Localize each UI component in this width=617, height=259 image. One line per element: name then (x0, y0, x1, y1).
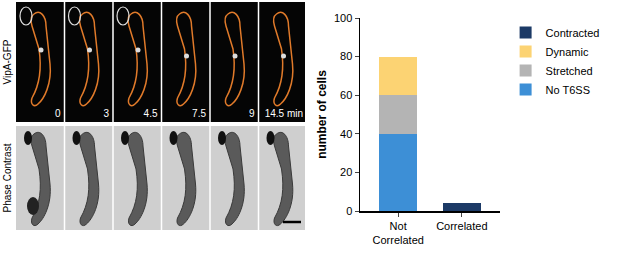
svg-text:Contracted: Contracted (546, 27, 600, 39)
svg-text:40: 40 (340, 128, 352, 140)
svg-text:100: 100 (334, 12, 352, 24)
svg-text:4.5: 4.5 (144, 108, 158, 119)
svg-text:60: 60 (340, 89, 352, 101)
svg-text:3: 3 (103, 108, 109, 119)
svg-text:NotCorrelated: NotCorrelated (373, 220, 424, 246)
svg-text:Phase Contrast: Phase Contrast (2, 143, 13, 212)
svg-text:20: 20 (340, 166, 352, 178)
svg-text:7.5: 7.5 (192, 108, 206, 119)
svg-text:number of cells: number of cells (315, 70, 329, 159)
svg-text:Stretched: Stretched (546, 65, 593, 77)
svg-text:Dynamic: Dynamic (546, 46, 589, 58)
svg-text:14.5 min: 14.5 min (265, 108, 303, 119)
svg-text:9: 9 (249, 108, 255, 119)
svg-text:Correlated: Correlated (436, 220, 487, 232)
svg-text:VipA-GFP: VipA-GFP (2, 39, 13, 84)
svg-text:0: 0 (346, 205, 352, 217)
svg-text:80: 80 (340, 50, 352, 62)
svg-text:No T6SS: No T6SS (546, 84, 590, 96)
svg-text:0: 0 (55, 108, 61, 119)
